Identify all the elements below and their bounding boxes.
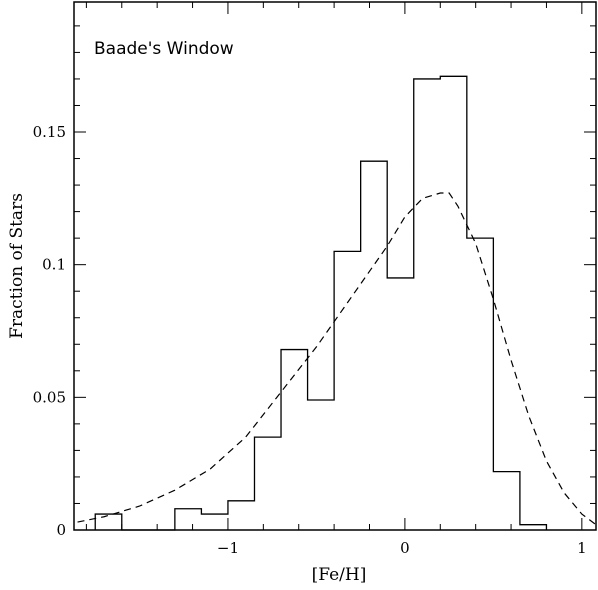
- x-axis-label: [Fe/H]: [312, 565, 367, 585]
- annotation-text: Baade's Window: [94, 39, 234, 59]
- histogram-bar: [95, 514, 122, 530]
- histogram-bar: [175, 509, 202, 530]
- histogram-bar: [334, 251, 361, 530]
- y-tick-label: 0.05: [33, 388, 66, 406]
- histogram-bar: [467, 238, 494, 530]
- histogram-bar: [361, 161, 388, 530]
- y-tick-label: 0: [56, 521, 66, 539]
- histogram-bar: [414, 79, 441, 530]
- histogram-bar: [493, 472, 520, 530]
- y-tick-label: 0.15: [33, 123, 66, 141]
- histogram-bar: [201, 514, 228, 530]
- axis-tick-labels: −1 0 1 0 0.05 0.1 0.15: [33, 123, 587, 557]
- x-tick-label: 0: [400, 539, 410, 557]
- histogram-bar: [228, 501, 255, 530]
- y-axis-label: Fraction of Stars: [7, 193, 27, 339]
- histogram-bar: [308, 400, 335, 530]
- histogram-bar: [254, 437, 281, 530]
- histogram-bar: [387, 278, 414, 530]
- histogram-series: [95, 76, 546, 530]
- axis-ticks: [74, 2, 596, 531]
- dashed-curve-series: [77, 192, 597, 526]
- histogram-outline: [94, 75, 548, 531]
- histogram-bar: [281, 350, 308, 530]
- y-tick-label: 0.1: [42, 256, 66, 274]
- histogram-bar: [440, 76, 467, 530]
- plot-frame: [73, 1, 597, 531]
- x-tick-label: −1: [217, 539, 239, 557]
- histogram-bar: [520, 525, 547, 530]
- x-tick-label: 1: [577, 539, 587, 557]
